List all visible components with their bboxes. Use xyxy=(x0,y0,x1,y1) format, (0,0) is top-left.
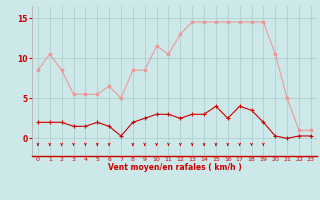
X-axis label: Vent moyen/en rafales ( km/h ): Vent moyen/en rafales ( km/h ) xyxy=(108,163,241,172)
